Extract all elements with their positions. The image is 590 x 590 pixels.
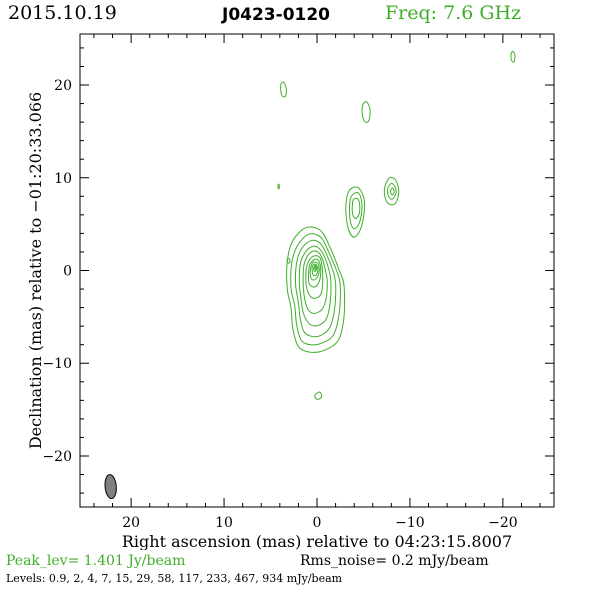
beam-ellipse <box>104 474 117 500</box>
contour-core-l8 <box>309 261 320 281</box>
contour-knot-e-l1 <box>383 176 400 206</box>
rms-noise: Rms_noise= 0.2 mJy/beam <box>300 553 489 569</box>
contour-core-l5 <box>302 250 328 314</box>
contour-blob-2 <box>280 81 287 98</box>
observation-date: 2015.10.19 <box>8 2 117 24</box>
plot-frame <box>79 33 555 508</box>
x-tick-label: 10 <box>215 515 233 531</box>
contour-knot-e-l2 <box>386 182 397 200</box>
contour-core-l11 <box>314 265 317 270</box>
contour-core-l7 <box>307 258 322 288</box>
contour-plot: 20 10 0 −10 −20 20 10 0 −10 −20 Right ascension (… <box>26 33 555 550</box>
contour-knot-ne-l3 <box>351 197 361 220</box>
x-tick-label: 0 <box>313 515 322 531</box>
y-tick-label: 10 <box>54 171 72 187</box>
frequency-label: Freq: 7.6 GHz <box>385 2 522 24</box>
contour-core-l6 <box>305 255 324 299</box>
contour-blob-4 <box>314 391 323 400</box>
contour-core-l4 <box>298 245 332 327</box>
y-tick-label: 0 <box>63 264 72 280</box>
contour-layer <box>277 51 516 400</box>
x-axis-label: Right ascension (mas) relative to 04:23:… <box>122 532 512 550</box>
y-tick-label: 20 <box>54 78 72 94</box>
contour-core-l2 <box>290 233 341 346</box>
contour-knot-ne-l1 <box>345 186 366 238</box>
contour-core-l3 <box>294 239 337 338</box>
contour-knot-ne-l2 <box>348 191 363 230</box>
x-tick-label: −10 <box>395 515 425 531</box>
contour-levels: Levels: 0.9, 2, 4, 7, 15, 29, 58, 117, 2… <box>6 572 343 585</box>
contour-blob-3 <box>510 51 516 63</box>
contour-core-l1 <box>286 226 346 353</box>
x-tick-label: −20 <box>488 515 518 531</box>
peak-level: Peak_lev= 1.401 Jy/beam <box>6 553 186 569</box>
contour-blob-1 <box>361 101 371 123</box>
y-tick-label: −10 <box>42 356 72 372</box>
contour-blob-5 <box>286 257 291 264</box>
contour-core-l9 <box>311 263 319 277</box>
y-axis-label: Declination (mas) relative to −01:20:33.… <box>26 92 45 449</box>
contour-blob-6 <box>277 183 280 190</box>
tick-layer: 20 10 0 −10 −20 20 10 0 −10 −20 <box>42 34 554 531</box>
beam-layer <box>104 474 117 500</box>
y-tick-label: −20 <box>42 449 72 465</box>
source-name: J0423-0120 <box>222 5 331 25</box>
x-tick-label: 20 <box>122 515 140 531</box>
contour-knot-e-l3 <box>389 187 395 196</box>
